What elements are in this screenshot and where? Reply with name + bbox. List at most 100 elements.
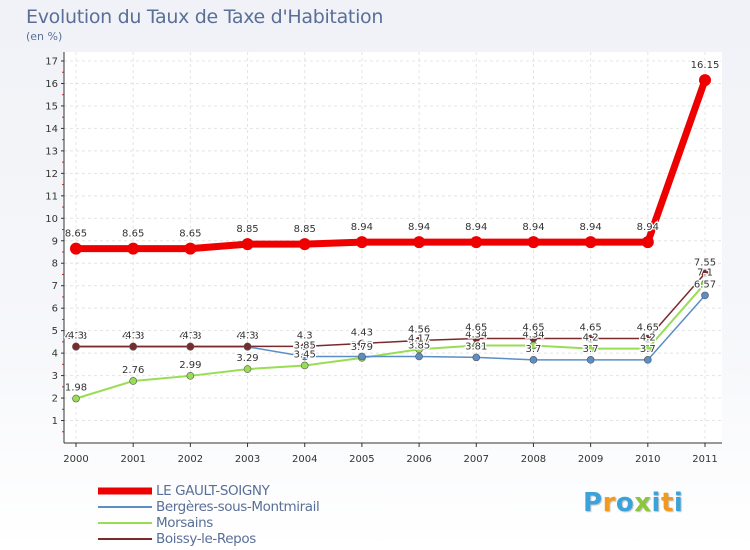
- x-tick-label: 2001: [120, 454, 145, 465]
- legend-entry: Morsains: [98, 515, 319, 531]
- data-label: 4.28: [179, 331, 201, 342]
- y-tick-label: 15: [45, 101, 58, 112]
- data-point: [644, 344, 652, 353]
- data-point: [586, 356, 595, 364]
- data-label: 16.15: [691, 60, 720, 71]
- data-point: [529, 334, 538, 343]
- data-point: [127, 242, 140, 255]
- legend-label: Bergères-sous-Montmirail: [156, 499, 320, 515]
- data-point: [184, 242, 197, 255]
- brand-letter: i: [651, 488, 661, 518]
- data-label: 7.1: [697, 267, 713, 278]
- x-tick-label: 2003: [235, 454, 260, 465]
- series-line-0: [72, 76, 709, 253]
- data-label: 2.99: [179, 360, 201, 371]
- data-label: 1.98: [65, 383, 87, 394]
- chart-title: Evolution du Taux de Taxe d'Habitation: [26, 6, 384, 28]
- data-label: 8.65: [122, 229, 144, 240]
- data-label: 4.2: [583, 333, 599, 344]
- data-point: [472, 334, 481, 343]
- data-point: [355, 236, 368, 249]
- data-label: 8.94: [522, 222, 544, 233]
- data-label: 4.34: [522, 329, 544, 340]
- data-point: [72, 394, 80, 403]
- data-point: [243, 342, 252, 351]
- data-point: [644, 356, 652, 364]
- x-tick-label: 2009: [578, 454, 603, 465]
- brand-letter: o: [615, 488, 635, 518]
- data-label: 4.28: [236, 331, 258, 342]
- y-tick-label: 9: [52, 236, 58, 247]
- data-point: [584, 236, 597, 249]
- data-label: 8.94: [637, 222, 659, 233]
- legend-swatch: [98, 522, 152, 524]
- data-point: [701, 291, 709, 300]
- y-tick-label: 16: [45, 79, 58, 90]
- data-label: 4.65: [580, 323, 602, 334]
- data-label: 4.56: [408, 325, 430, 336]
- x-tick-label: 2002: [178, 454, 203, 465]
- legend-entry: LE GAULT-SOIGNY: [98, 483, 319, 499]
- data-label: 4.28: [122, 331, 144, 342]
- series-line-2: [75, 282, 706, 400]
- data-label: 3.29: [236, 353, 258, 364]
- data-label: 8.65: [65, 229, 87, 240]
- x-tick-label: 2007: [464, 454, 489, 465]
- data-label: 3.7: [640, 344, 656, 355]
- x-tick-label: 2006: [406, 454, 431, 465]
- x-tick-label: 2004: [292, 454, 317, 465]
- series-line-3: [75, 272, 706, 348]
- data-label: 4.34: [465, 329, 487, 340]
- data-label: 4.3: [182, 330, 198, 341]
- data-point: [586, 344, 595, 353]
- data-point: [300, 342, 309, 351]
- data-point: [527, 236, 540, 249]
- brand-logo: Proxiti: [583, 488, 683, 518]
- data-label: 3.81: [465, 341, 487, 352]
- legend-swatch: [98, 538, 152, 540]
- data-label: 8.85: [294, 224, 316, 235]
- data-point: [70, 242, 82, 255]
- data-point: [186, 342, 195, 351]
- data-point: [529, 356, 538, 364]
- data-label: 7.55: [694, 257, 716, 268]
- data-point: [358, 352, 366, 361]
- data-label: 3.45: [294, 349, 316, 360]
- brand-letter: r: [602, 488, 616, 518]
- data-label: 8.85: [236, 224, 258, 235]
- x-tick-label: 2011: [692, 454, 717, 465]
- data-point: [298, 238, 311, 251]
- legend-label: Boissy-le-Repos: [156, 531, 256, 547]
- x-tick-label: 2005: [349, 454, 374, 465]
- data-label: 8.94: [408, 222, 430, 233]
- data-label: 4.3: [68, 330, 84, 341]
- brand-letter: t: [660, 488, 674, 518]
- legend-label: LE GAULT-SOIGNY: [156, 483, 270, 499]
- data-point: [358, 339, 366, 348]
- data-point: [413, 236, 426, 249]
- data-point: [300, 361, 309, 370]
- brand-letter: x: [634, 488, 652, 518]
- legend-entry: Bergères-sous-Montmirail: [98, 499, 320, 515]
- data-label: 8.94: [351, 222, 373, 233]
- data-label: 3.85: [351, 340, 373, 351]
- data-label: 4.28: [65, 331, 87, 342]
- data-point: [241, 238, 254, 251]
- y-tick-label: 10: [45, 214, 58, 225]
- legend: LE GAULT-SOIGNY Bergères-sous-Montmirail M…: [98, 483, 320, 547]
- data-label: 3.85: [408, 340, 430, 351]
- data-label: 3.7: [583, 344, 599, 355]
- data-label: 6.57: [694, 279, 716, 290]
- data-label: 4.65: [637, 323, 659, 334]
- data-point: [129, 377, 137, 385]
- y-tick-label: 7: [52, 281, 58, 292]
- y-tick-label: 13: [45, 146, 58, 157]
- brand-letter: P: [583, 488, 603, 518]
- y-tick-label: 6: [52, 304, 58, 315]
- data-point: [701, 279, 709, 288]
- x-tick-label: 2010: [635, 454, 660, 465]
- legend-label: Morsains: [156, 515, 213, 531]
- y-tick-label: 11: [45, 191, 58, 202]
- y-tick-label: 17: [45, 57, 58, 68]
